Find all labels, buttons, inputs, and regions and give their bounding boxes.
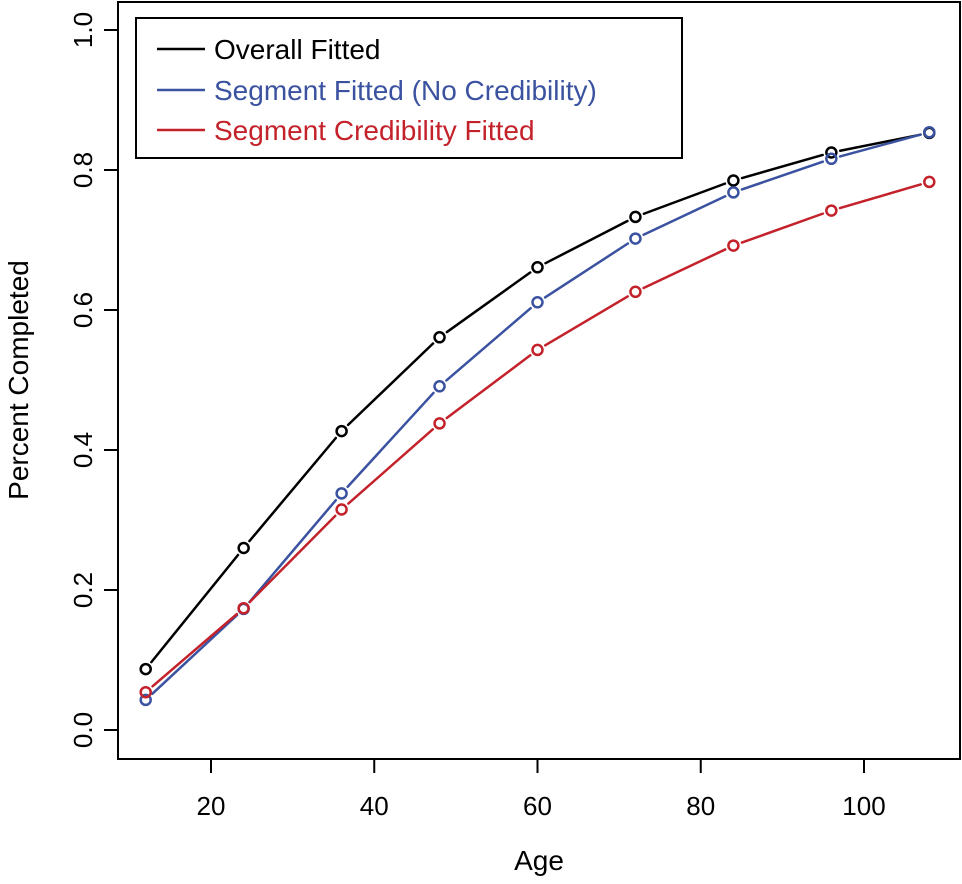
data-point <box>531 296 544 309</box>
data-point <box>139 685 152 699</box>
data-point <box>335 503 348 516</box>
legend-label-credibility: Segment Credibility Fitted <box>214 115 535 146</box>
data-point <box>335 424 348 438</box>
x-tick-label: 80 <box>686 791 715 821</box>
x-tick-label: 100 <box>842 791 885 821</box>
data-point <box>139 693 152 707</box>
series-line-segment <box>445 354 532 420</box>
y-tick-label: 0.0 <box>68 712 98 748</box>
y-tick-label: 1.0 <box>68 12 98 48</box>
data-point <box>825 204 838 217</box>
data-point <box>433 331 446 344</box>
y-tick-label: 0.4 <box>68 432 98 468</box>
data-point <box>825 152 838 166</box>
legend-label-overall: Overall Fitted <box>214 34 381 65</box>
series-line-segment <box>347 428 435 505</box>
data-point <box>923 175 936 189</box>
series-line-segment <box>543 295 629 347</box>
series-line-segment <box>642 182 727 216</box>
series-line-segment <box>151 613 239 696</box>
data-point <box>629 232 642 245</box>
x-axis: 20 40 60 80 100 <box>197 758 886 821</box>
data-point <box>727 186 740 199</box>
series-1 <box>139 126 936 676</box>
data-point <box>727 239 740 252</box>
x-tick-label: 60 <box>523 791 552 821</box>
data-point <box>433 417 446 430</box>
series-line-segment <box>346 391 435 489</box>
series-line-segment <box>740 160 825 191</box>
series-line-segment <box>740 212 825 244</box>
data-point <box>825 146 838 159</box>
series-line-segment <box>248 499 338 604</box>
x-tick-label: 20 <box>197 791 226 821</box>
series-2 <box>139 125 936 707</box>
data-point <box>531 343 544 357</box>
data-point <box>139 662 152 676</box>
series-line-segment <box>151 612 239 688</box>
series-line-segment <box>838 133 922 158</box>
legend: Overall Fitted Segment Fitted (No Credib… <box>135 17 683 159</box>
data-point <box>923 125 936 139</box>
x-tick-label: 40 <box>360 791 389 821</box>
series-line-segment <box>642 194 727 237</box>
y-tick-label: 0.2 <box>68 572 98 608</box>
series-line-segment <box>642 248 727 290</box>
legend-box <box>135 17 683 159</box>
series-line-segment <box>346 342 435 427</box>
data-point <box>629 210 642 224</box>
y-tick-label: 0.6 <box>68 292 98 328</box>
series-line-segment <box>445 306 532 382</box>
series-line-segment <box>248 436 338 543</box>
series-line-segment <box>248 514 337 604</box>
data-point <box>629 285 642 299</box>
data-point <box>433 380 446 393</box>
data-point <box>727 174 740 187</box>
y-axis-title: Percent Completed <box>3 260 34 500</box>
legend-label-segment: Segment Fitted (No Credibility) <box>214 75 597 106</box>
data-point <box>335 487 348 500</box>
x-axis-title: Age <box>514 845 564 876</box>
series-line-segment <box>543 242 630 299</box>
y-axis: 0.0 0.2 0.4 0.6 0.8 1.0 <box>68 12 119 748</box>
series-layer <box>139 125 936 707</box>
series-line-segment <box>740 153 824 180</box>
series-line-segment <box>445 271 532 334</box>
series-3 <box>139 175 936 699</box>
data-point <box>237 601 250 615</box>
series-line-segment <box>544 219 629 265</box>
data-point <box>531 261 544 274</box>
y-tick-label: 0.8 <box>68 152 98 188</box>
series-line-segment <box>150 553 240 664</box>
data-point <box>237 541 250 555</box>
series-line-segment <box>838 183 922 210</box>
